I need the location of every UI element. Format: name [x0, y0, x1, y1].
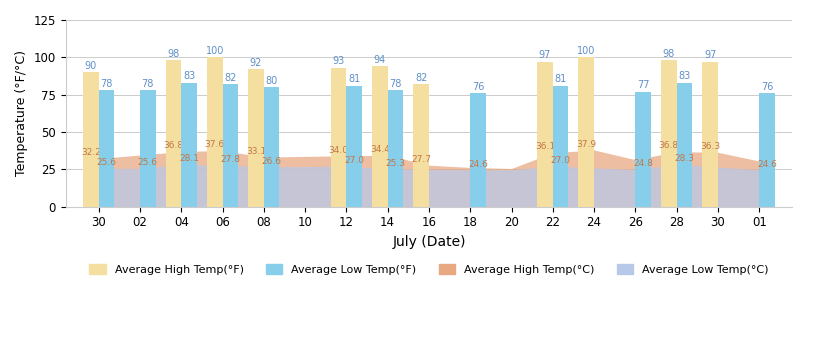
Bar: [83, 72, 99, 207]
Bar: [537, 62, 553, 207]
Text: 32.2: 32.2: [81, 148, 100, 157]
Text: 76: 76: [472, 81, 484, 92]
Bar: [759, 93, 775, 207]
Bar: [579, 57, 594, 207]
Bar: [676, 83, 692, 207]
Text: 27.0: 27.0: [550, 156, 571, 165]
Text: 28.3: 28.3: [675, 154, 695, 163]
Text: 27.7: 27.7: [411, 155, 431, 164]
Bar: [635, 92, 651, 207]
Bar: [330, 68, 346, 207]
Text: 24.8: 24.8: [633, 159, 653, 168]
Text: 100: 100: [206, 46, 224, 56]
Text: 25.6: 25.6: [138, 158, 158, 167]
Text: 36.1: 36.1: [535, 143, 555, 151]
Bar: [702, 62, 718, 207]
Text: 78: 78: [389, 79, 402, 89]
Text: 98: 98: [662, 49, 675, 59]
Bar: [165, 60, 181, 207]
Text: 83: 83: [678, 71, 691, 81]
Bar: [388, 90, 403, 207]
Text: 27.0: 27.0: [344, 156, 364, 165]
Text: 33.1: 33.1: [246, 147, 266, 156]
Text: 34.4: 34.4: [370, 145, 390, 154]
Bar: [99, 90, 115, 207]
Bar: [222, 84, 238, 207]
Text: 37.9: 37.9: [576, 140, 596, 149]
Bar: [553, 86, 569, 207]
Text: 100: 100: [577, 46, 595, 56]
Text: 97: 97: [704, 50, 716, 60]
Bar: [372, 66, 388, 207]
Bar: [181, 83, 197, 207]
Text: 92: 92: [250, 58, 262, 68]
Text: 83: 83: [183, 71, 195, 81]
Text: 78: 78: [100, 79, 113, 89]
Y-axis label: Temperature (°F/°C): Temperature (°F/°C): [15, 50, 28, 176]
Text: 24.6: 24.6: [757, 160, 777, 169]
Text: 26.6: 26.6: [261, 157, 281, 166]
Text: 25.6: 25.6: [96, 158, 116, 167]
Text: 24.6: 24.6: [468, 160, 488, 169]
Bar: [661, 60, 676, 207]
Text: 36.3: 36.3: [700, 142, 720, 151]
Bar: [346, 86, 362, 207]
Legend: Average High Temp(°F), Average Low Temp(°F), Average High Temp(°C), Average Low : Average High Temp(°F), Average Low Temp(…: [85, 260, 774, 279]
Text: 76: 76: [761, 81, 774, 92]
Text: 97: 97: [539, 50, 551, 60]
Bar: [140, 90, 156, 207]
Text: 36.8: 36.8: [659, 142, 679, 151]
Bar: [207, 57, 222, 207]
Text: 28.1: 28.1: [179, 155, 199, 163]
Bar: [264, 87, 280, 207]
Text: 90: 90: [85, 61, 97, 71]
Text: 94: 94: [374, 55, 386, 65]
Bar: [248, 69, 264, 207]
X-axis label: July (Date): July (Date): [393, 235, 466, 249]
Text: 34.0: 34.0: [329, 146, 349, 155]
Text: 82: 82: [415, 73, 427, 83]
Text: 37.6: 37.6: [205, 140, 225, 149]
Text: 80: 80: [266, 76, 278, 86]
Text: 81: 81: [554, 74, 567, 84]
Text: 36.8: 36.8: [164, 142, 183, 151]
Text: 25.3: 25.3: [385, 159, 406, 168]
Text: 77: 77: [637, 80, 649, 90]
Text: 93: 93: [332, 56, 344, 66]
Bar: [413, 84, 429, 207]
Text: 82: 82: [224, 73, 237, 83]
Text: 27.8: 27.8: [221, 155, 241, 164]
Bar: [471, 93, 486, 207]
Text: 81: 81: [348, 74, 360, 84]
Text: 78: 78: [142, 79, 154, 89]
Text: 98: 98: [168, 49, 179, 59]
